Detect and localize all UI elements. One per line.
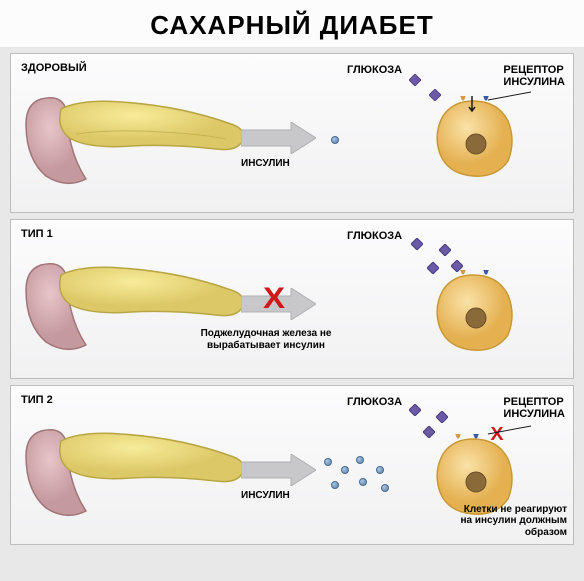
receptor-pointer-icon xyxy=(483,418,533,438)
glucose-icon xyxy=(409,404,421,416)
panel-healthy: ЗДОРОВЫЙ ИНСУЛИН ГЛЮКОЗА РЕЦЕПТОР ИНСУЛИ… xyxy=(10,53,574,213)
arrow-icon xyxy=(241,454,316,486)
insulin-label: ИНСУЛИН xyxy=(241,158,290,169)
panel-type2-label: ТИП 2 xyxy=(21,394,53,406)
insulin-dot-icon xyxy=(324,458,332,466)
insulin-dot-icon xyxy=(356,456,364,464)
receptor-label: РЕЦЕПТОР ИНСУЛИНА xyxy=(503,396,565,420)
panel-healthy-label: ЗДОРОВЫЙ xyxy=(21,62,87,74)
main-title: САХАРНЫЙ ДИАБЕТ xyxy=(0,0,584,47)
glucose-icon xyxy=(436,411,448,423)
glucose-label: ГЛЮКОЗА xyxy=(347,64,402,76)
glucose-label: ГЛЮКОЗА xyxy=(347,396,402,408)
type1-caption: Поджелудочная железа не вырабатывает инс… xyxy=(171,328,361,352)
cell-icon xyxy=(428,270,518,355)
receptor-pointer-icon xyxy=(483,84,533,104)
panel-type2: ТИП 2 ИНСУЛИН ГЛЮКОЗА РЕЦЕПТОР ИНСУЛИНА … xyxy=(10,385,574,545)
insulin-dot-icon xyxy=(331,136,339,144)
pancreas-icon xyxy=(21,416,251,521)
insulin-dot-icon xyxy=(359,478,367,486)
insulin-dot-icon xyxy=(381,484,389,492)
glucose-label: ГЛЮКОЗА xyxy=(347,230,402,242)
pancreas-icon xyxy=(21,84,251,189)
insulin-dot-icon xyxy=(331,481,339,489)
type2-note: Клетки не реагируют на инсулин должным о… xyxy=(457,504,567,539)
cell-icon xyxy=(428,96,518,181)
insulin-dot-icon xyxy=(341,466,349,474)
red-x-icon: X xyxy=(263,282,285,316)
panel-type1: ТИП 1 X Поджелудочная железа не вырабаты… xyxy=(10,219,574,379)
arrow-icon xyxy=(241,122,316,154)
insulin-dot-icon xyxy=(376,466,384,474)
panel-type1-label: ТИП 1 xyxy=(21,228,53,240)
glucose-icon xyxy=(409,74,421,86)
glucose-icon xyxy=(439,244,451,256)
glucose-icon xyxy=(411,238,423,250)
insulin-label: ИНСУЛИН xyxy=(241,490,290,501)
